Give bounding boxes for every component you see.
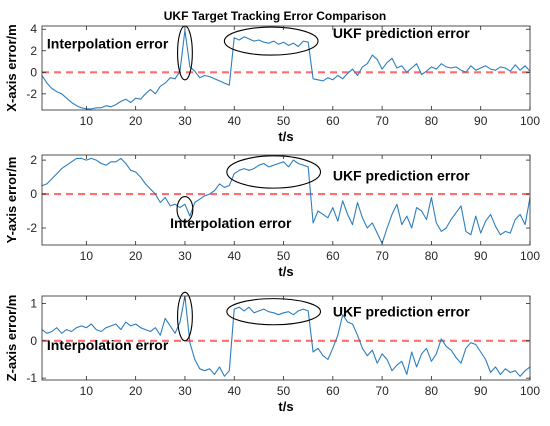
y-tick-label: 0	[30, 187, 37, 201]
subplot-1: Interpolation error UKF prediction error 1…	[4, 22, 540, 144]
highlight-ellipse	[226, 155, 322, 189]
y-axis-label: Y-axis error/m	[4, 157, 19, 244]
axes-frame	[41, 25, 531, 111]
y-axis-label: X-axis error/m	[4, 24, 19, 111]
y-tick-label: 0	[30, 65, 37, 79]
x-tick-label: 100	[520, 114, 540, 128]
x-tick-label: 90	[474, 249, 488, 263]
error-series-line	[41, 157, 531, 244]
error-series-line	[41, 29, 531, 110]
x-tick-label: 60	[326, 384, 340, 398]
x-axis-label: t/s	[278, 399, 293, 414]
highlight-ellipse	[177, 291, 193, 342]
subplots: Interpolation error UKF prediction error 1…	[4, 22, 540, 414]
annotation-label: Interpolation error	[47, 337, 169, 353]
x-tick-label: 30	[178, 249, 192, 263]
y-tick-label: -2	[26, 221, 37, 235]
x-tick-label: 10	[80, 249, 94, 263]
y-tick-label: 4	[30, 22, 37, 36]
subplot-2: UKF prediction error Interpolation error 1…	[4, 153, 540, 279]
x-tick-label: 80	[425, 384, 439, 398]
x-tick-label: 90	[474, 384, 488, 398]
x-tick-label: 90	[474, 114, 488, 128]
annotation-label: Interpolation error	[170, 215, 292, 231]
annotation-label: Interpolation error	[47, 36, 169, 52]
x-tick-label: 40	[228, 384, 242, 398]
x-tick-label: 20	[129, 384, 143, 398]
highlight-ellipse	[223, 26, 319, 56]
x-tick-label: 30	[178, 384, 192, 398]
axes-frame	[41, 154, 531, 246]
x-tick-label: 40	[228, 114, 242, 128]
axes-frame	[41, 295, 531, 381]
y-tick-label: 2	[30, 44, 37, 58]
y-tick-label: 2	[30, 153, 37, 167]
x-tick-label: 50	[277, 114, 291, 128]
x-tick-label: 10	[80, 114, 94, 128]
x-tick-label: 10	[80, 384, 94, 398]
x-tick-label: 60	[326, 114, 340, 128]
y-tick-label: 1	[30, 296, 37, 310]
x-tick-label: 30	[178, 114, 192, 128]
x-tick-label: 50	[277, 249, 291, 263]
plot-area	[42, 296, 530, 380]
x-tick-label: 80	[425, 114, 439, 128]
y-tick-label: -2	[26, 87, 37, 101]
x-tick-label: 60	[326, 249, 340, 263]
x-axis-label: t/s	[278, 264, 293, 279]
annotation-label: UKF prediction error	[333, 304, 470, 320]
y-tick-label: 0	[30, 334, 37, 348]
x-tick-label: 40	[228, 249, 242, 263]
x-axis-label: t/s	[278, 129, 293, 144]
y-tick-label: -1	[26, 371, 37, 385]
figure-title: UKF Target Tracking Error Comparison	[164, 9, 387, 23]
annotation-label: UKF prediction error	[333, 25, 470, 41]
annotation-label: UKF prediction error	[333, 167, 470, 183]
highlight-ellipse	[176, 196, 194, 223]
subplot-3: UKF prediction error Interpolation error 1…	[4, 291, 540, 414]
x-tick-label: 50	[277, 384, 291, 398]
x-tick-label: 20	[129, 114, 143, 128]
x-tick-label: 80	[425, 249, 439, 263]
highlight-ellipse	[226, 298, 322, 326]
x-tick-label: 100	[520, 384, 540, 398]
x-tick-label: 70	[375, 114, 389, 128]
x-tick-label: 70	[375, 384, 389, 398]
y-axis-label: Z-axis error/m	[4, 295, 19, 382]
plot-area	[42, 155, 530, 245]
x-tick-label: 20	[129, 249, 143, 263]
x-tick-label: 100	[520, 249, 540, 263]
x-tick-label: 70	[375, 249, 389, 263]
error-series-line	[41, 295, 531, 377]
